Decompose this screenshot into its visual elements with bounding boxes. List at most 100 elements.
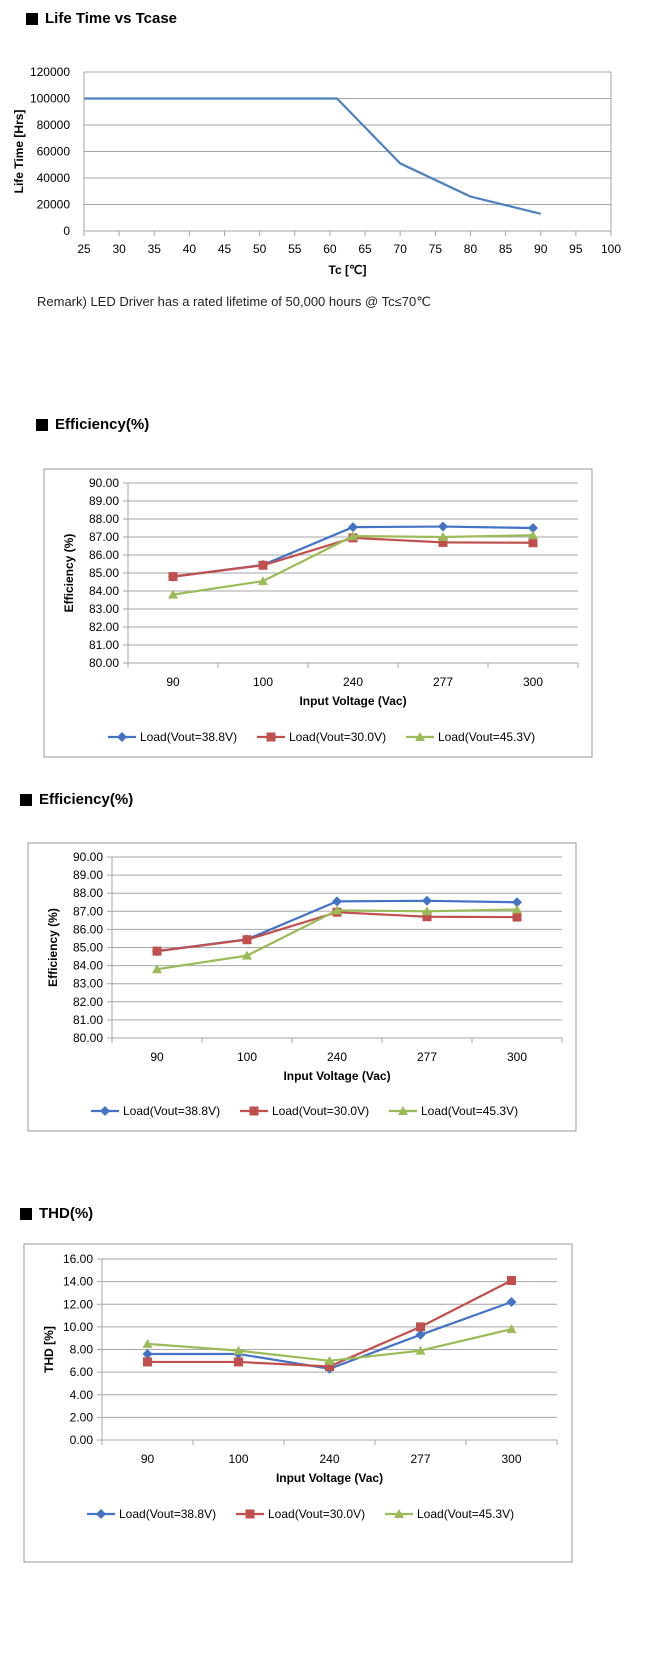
data-point-marker	[332, 905, 342, 915]
data-point-marker	[415, 1345, 426, 1355]
x-tick-label: 60	[323, 242, 337, 256]
y-tick-label: 85.00	[89, 566, 119, 580]
section-title-efficiency-1: Efficiency(%)	[36, 416, 149, 433]
x-tick-label: 90	[150, 1050, 164, 1064]
x-axis-label: Input Voltage (Vac)	[299, 694, 406, 708]
y-tick-label: 2.00	[70, 1410, 94, 1424]
x-tick-label: 90	[141, 1452, 155, 1466]
y-tick-label: 81.00	[89, 638, 119, 652]
x-tick-label: 45	[218, 242, 232, 256]
y-tick-label: 87.00	[73, 904, 103, 918]
x-tick-label: 300	[501, 1452, 521, 1466]
legend-marker	[96, 1509, 106, 1519]
y-tick-label: 100000	[30, 92, 70, 106]
legend-marker	[245, 1509, 255, 1519]
x-tick-label: 40	[183, 242, 197, 256]
data-point-marker	[234, 1357, 243, 1367]
data-point-marker	[242, 935, 252, 945]
data-point-marker	[438, 537, 448, 547]
y-tick-label: 82.00	[73, 995, 103, 1009]
y-tick-label: 87.00	[89, 530, 119, 544]
y-tick-label: 81.00	[73, 1013, 103, 1027]
square-bullet-icon	[20, 1207, 32, 1220]
x-axis-label: Input Voltage (Vac)	[276, 1471, 383, 1485]
y-axis-label: Life Time [Hrs]	[12, 110, 26, 194]
y-tick-label: 90.00	[89, 476, 119, 490]
y-tick-label: 60000	[37, 145, 71, 159]
legend-label: Load(Vout=30.0V)	[268, 1507, 365, 1521]
legend-label: Load(Vout=45.3V)	[417, 1507, 514, 1521]
y-tick-label: 89.00	[89, 494, 119, 508]
x-tick-label: 50	[253, 242, 267, 256]
y-tick-label: 88.00	[73, 886, 103, 900]
section-title-text: Life Time vs Tcase	[45, 10, 178, 27]
y-axis-label: THD [%]	[42, 1326, 56, 1373]
data-point-marker	[512, 904, 522, 914]
y-tick-label: 0.00	[70, 1433, 94, 1447]
y-axis-label: Efficiency (%)	[46, 908, 60, 987]
data-point-marker	[438, 521, 448, 532]
data-point-marker	[233, 1345, 244, 1355]
data-point-marker	[142, 1349, 153, 1360]
data-point-marker	[528, 523, 538, 533]
data-point-marker	[168, 572, 178, 582]
section-title-efficiency-2: Efficiency(%)	[20, 791, 133, 808]
data-point-marker	[422, 912, 432, 922]
legend-marker	[415, 732, 425, 741]
x-tick-label: 65	[358, 242, 372, 256]
x-tick-label: 240	[327, 1050, 347, 1064]
x-tick-label: 240	[319, 1452, 339, 1466]
y-tick-label: 86.00	[89, 548, 119, 562]
legend-label: Load(Vout=30.0V)	[272, 1104, 369, 1118]
legend-label: Load(Vout=38.8V)	[123, 1104, 220, 1118]
data-point-marker	[438, 532, 448, 541]
data-point-marker	[332, 896, 342, 907]
data-point-marker	[422, 895, 432, 906]
y-tick-label: 80.00	[89, 656, 119, 670]
x-tick-label: 75	[429, 242, 443, 256]
data-point-marker	[152, 946, 162, 956]
legend-label: Load(Vout=30.0V)	[289, 730, 386, 744]
data-point-marker	[348, 531, 358, 541]
y-tick-label: 10.00	[63, 1320, 93, 1334]
y-tick-label: 84.00	[73, 959, 103, 973]
x-tick-label: 100	[237, 1050, 257, 1064]
chart-frame	[27, 842, 577, 1132]
y-tick-label: 4.00	[70, 1388, 94, 1402]
x-tick-label: 70	[394, 242, 408, 256]
legend-label: Load(Vout=45.3V)	[438, 730, 535, 744]
y-tick-label: 12.00	[63, 1297, 93, 1311]
data-point-marker	[415, 1329, 426, 1340]
data-point-marker	[528, 530, 538, 540]
x-tick-label: 55	[288, 242, 302, 256]
y-tick-label: 86.00	[73, 922, 103, 936]
legend-marker	[117, 732, 127, 742]
data-point-marker	[324, 1355, 335, 1365]
legend-marker	[266, 732, 276, 742]
y-tick-label: 40000	[37, 171, 71, 185]
y-tick-label: 90.00	[73, 850, 103, 864]
x-tick-label: 300	[507, 1050, 527, 1064]
y-tick-label: 89.00	[73, 868, 103, 882]
section-title-text: Efficiency(%)	[39, 791, 134, 808]
section-title-text: Efficiency(%)	[55, 416, 150, 433]
data-point-marker	[512, 912, 522, 922]
y-tick-label: 0	[63, 224, 70, 238]
data-point-marker	[528, 538, 538, 548]
y-tick-label: 120000	[30, 65, 70, 79]
x-tick-label: 277	[410, 1452, 430, 1466]
section-title-lifetime: Life Time vs Tcase	[26, 10, 177, 27]
square-bullet-icon	[36, 418, 48, 431]
y-tick-label: 6.00	[70, 1365, 94, 1379]
y-tick-label: 84.00	[89, 584, 119, 598]
section-title-text: THD(%)	[39, 1205, 94, 1222]
data-point-marker	[512, 897, 522, 908]
y-tick-label: 8.00	[70, 1343, 94, 1357]
x-axis-label: Input Voltage (Vac)	[283, 1069, 390, 1083]
legend-marker	[394, 1509, 404, 1518]
data-point-marker	[416, 1322, 425, 1332]
y-axis-label: Efficiency (%)	[62, 534, 76, 613]
y-tick-label: 80000	[37, 118, 71, 132]
data-point-marker	[143, 1357, 152, 1367]
x-tick-label: 100	[228, 1452, 248, 1466]
